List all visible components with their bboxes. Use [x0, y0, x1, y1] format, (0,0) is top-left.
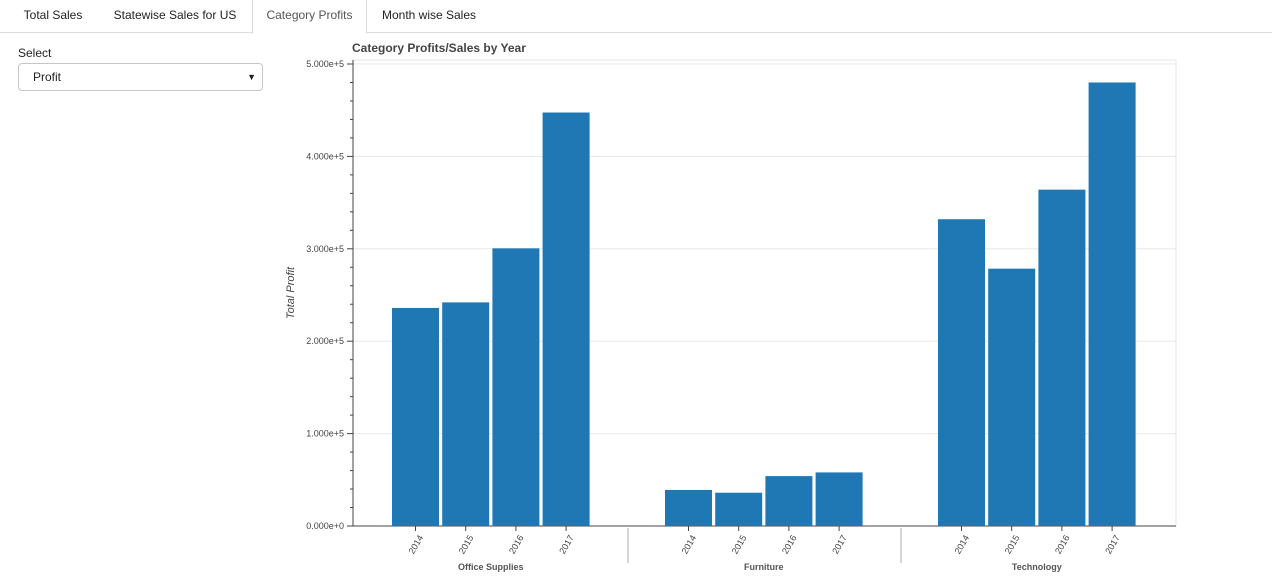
x-tick-label: 2017 — [830, 533, 849, 555]
caret-down-icon: ▼ — [247, 72, 256, 82]
bar — [715, 492, 763, 526]
tab-category-profits[interactable]: Category Profits — [252, 0, 367, 34]
x-tick-label: 2015 — [1003, 533, 1022, 555]
y-tick-label: 3.000e+5 — [306, 244, 344, 254]
select-value: Profit — [33, 70, 62, 84]
y-tick-label: 4.000e+5 — [306, 151, 344, 161]
tab-statewise-sales[interactable]: Statewise Sales for US — [113, 8, 237, 22]
x-tick-label: 2015 — [457, 533, 476, 555]
bar — [492, 248, 540, 526]
category-label: Office Supplies — [458, 562, 524, 572]
x-tick-label: 2014 — [953, 533, 972, 555]
bar — [442, 302, 490, 526]
x-tick-label: 2015 — [730, 533, 749, 555]
bar — [815, 472, 863, 526]
bar — [665, 489, 712, 526]
tab-bar: Total Sales Statewise Sales for US Categ… — [0, 0, 1272, 34]
y-tick-label: 5.000e+5 — [306, 59, 344, 69]
y-tick-label: 0.000e+0 — [306, 521, 344, 531]
bar — [392, 307, 439, 526]
x-tick-label: 2014 — [680, 533, 699, 555]
y-tick-label: 2.000e+5 — [306, 336, 344, 346]
y-tick-label: 1.000e+5 — [306, 429, 344, 439]
bar — [542, 112, 590, 526]
bar — [765, 476, 813, 526]
tab-month-wise-sales[interactable]: Month wise Sales — [381, 8, 477, 22]
bar — [1088, 82, 1136, 526]
x-tick-label: 2017 — [557, 533, 576, 555]
metric-select[interactable]: Profit ▼ — [18, 63, 263, 91]
category-label: Furniture — [744, 562, 784, 572]
y-axis-label: Total Profit — [285, 266, 297, 319]
bar — [988, 268, 1036, 526]
bar — [938, 219, 985, 526]
tab-total-sales[interactable]: Total Sales — [23, 8, 83, 22]
x-tick-label: 2016 — [780, 533, 799, 555]
x-tick-label: 2016 — [507, 533, 526, 555]
x-tick-label: 2014 — [407, 533, 426, 555]
category-label: Technology — [1012, 562, 1062, 572]
chart-title: Category Profits/Sales by Year — [352, 41, 526, 55]
x-tick-label: 2016 — [1053, 533, 1072, 555]
x-tick-label: 2017 — [1103, 533, 1122, 555]
bar — [1038, 189, 1086, 526]
select-label: Select — [18, 46, 52, 60]
